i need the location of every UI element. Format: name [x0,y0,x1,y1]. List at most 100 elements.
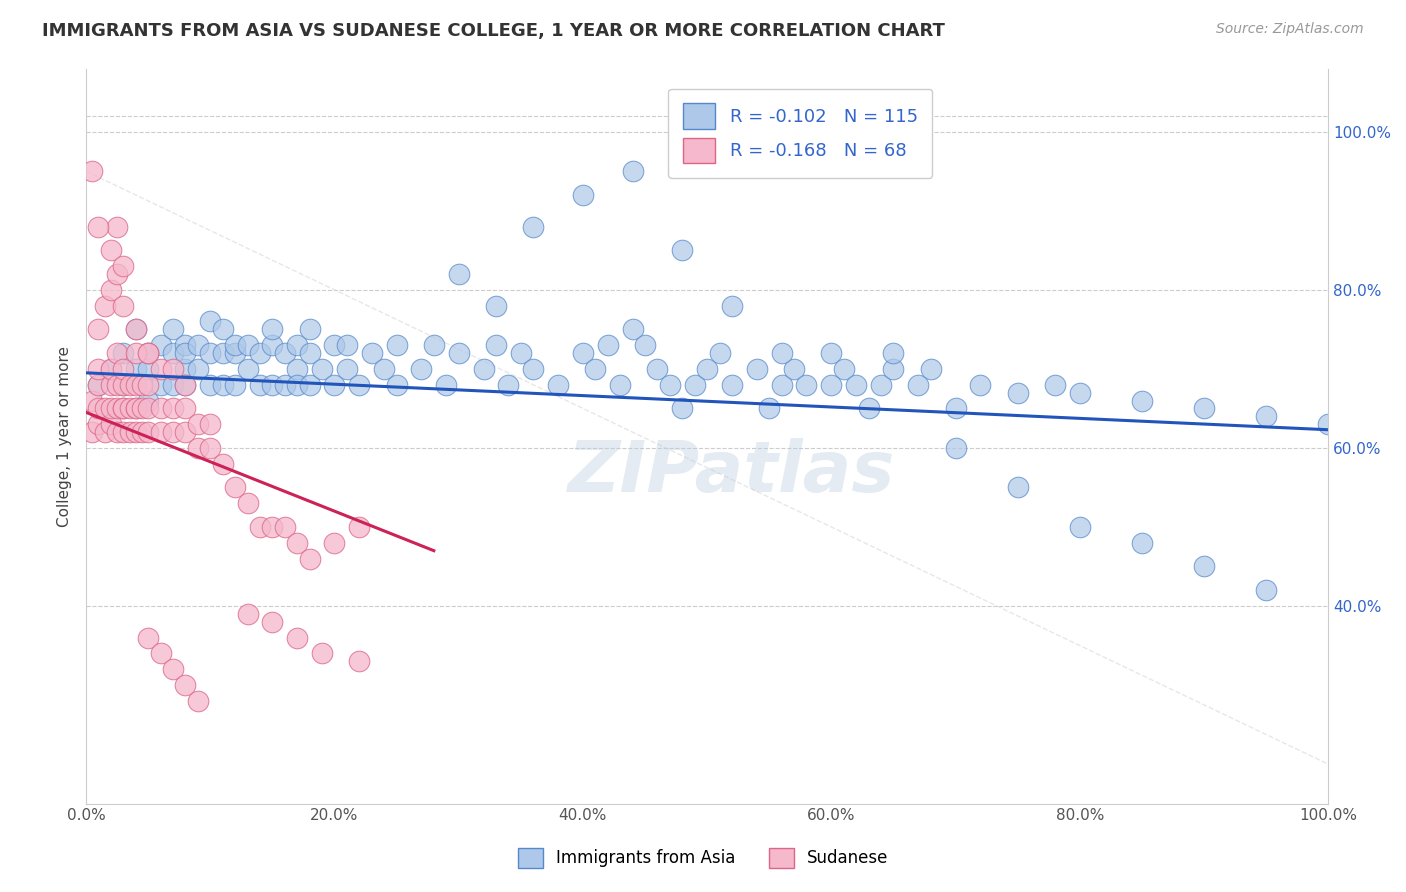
Point [93,425,115,439]
Point [100,283,122,297]
Point [236,496,259,510]
Point [224,338,246,352]
Point [174,425,197,439]
Point [298,346,321,360]
Point [162,401,184,416]
Point [1130,393,1153,408]
Point [118,401,141,416]
Point [1130,535,1153,549]
Point [125,362,148,376]
Point [572,188,595,202]
Point [298,377,321,392]
Point [945,401,967,416]
Point [683,377,706,392]
Point [125,346,148,360]
Point [882,362,904,376]
Point [125,322,148,336]
Point [323,535,346,549]
Point [136,346,159,360]
Point [224,480,246,494]
Point [845,377,868,392]
Point [274,520,297,534]
Point [149,425,172,439]
Point [131,425,153,439]
Point [434,377,457,392]
Point [100,362,122,376]
Point [236,338,259,352]
Point [112,299,135,313]
Point [174,377,197,392]
Point [82,164,104,178]
Point [274,377,297,392]
Point [187,441,209,455]
Point [820,377,842,392]
Point [87,362,110,376]
Point [105,267,128,281]
Point [447,267,470,281]
Point [236,362,259,376]
Point [485,299,508,313]
Point [658,377,681,392]
Point [162,346,184,360]
Point [187,417,209,432]
Point [721,377,744,392]
Point [311,647,333,661]
Point [112,362,135,376]
Point [373,362,395,376]
Point [1043,377,1066,392]
Point [671,244,693,258]
Point [522,362,544,376]
Point [105,219,128,234]
Point [105,425,128,439]
Point [125,401,148,416]
Point [1192,401,1215,416]
Point [211,377,233,392]
Point [125,322,148,336]
Point [285,377,308,392]
Legend: R = -0.102   N = 115, R = -0.168   N = 68: R = -0.102 N = 115, R = -0.168 N = 68 [668,88,932,178]
Text: Source: ZipAtlas.com: Source: ZipAtlas.com [1216,22,1364,37]
Point [285,631,308,645]
Point [262,322,284,336]
Point [100,244,122,258]
Point [112,377,135,392]
Point [200,314,222,328]
Point [262,520,284,534]
Point [349,520,371,534]
Point [136,393,159,408]
Point [709,346,731,360]
Point [671,401,693,416]
Point [472,362,495,376]
Point [336,362,359,376]
Point [112,259,135,273]
Point [311,362,333,376]
Point [105,346,128,360]
Point [136,346,159,360]
Point [82,425,104,439]
Point [1007,385,1029,400]
Point [87,401,110,416]
Point [100,401,122,416]
Point [224,346,246,360]
Point [583,362,606,376]
Point [105,377,128,392]
Point [360,346,382,360]
Point [100,377,122,392]
Point [832,362,855,376]
Point [349,377,371,392]
Point [796,377,818,392]
Point [87,377,110,392]
Point [112,401,135,416]
Point [920,362,942,376]
Point [87,417,110,432]
Point [149,362,172,376]
Point [1007,480,1029,494]
Point [783,362,806,376]
Point [945,441,967,455]
Point [125,401,148,416]
Point [224,377,246,392]
Point [262,615,284,629]
Legend: Immigrants from Asia, Sudanese: Immigrants from Asia, Sudanese [510,841,896,875]
Y-axis label: College, 1 year or more: College, 1 year or more [58,345,72,526]
Point [572,346,595,360]
